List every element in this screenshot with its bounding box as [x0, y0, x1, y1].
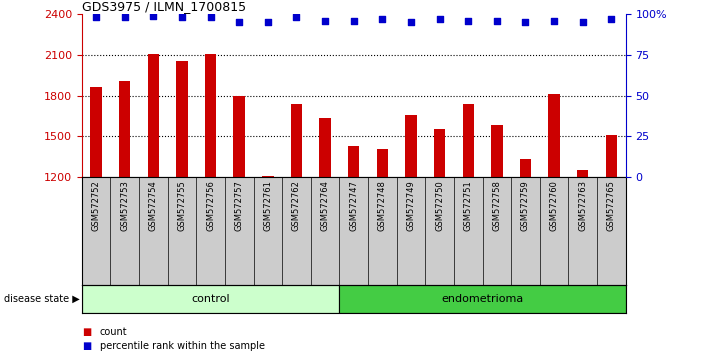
Text: GSM572756: GSM572756 — [206, 180, 215, 231]
Point — [119, 15, 130, 20]
Point — [577, 19, 589, 25]
Bar — [606, 135, 617, 177]
Point — [90, 15, 102, 20]
Text: endometrioma: endometrioma — [442, 294, 524, 304]
Text: percentile rank within the sample: percentile rank within the sample — [100, 341, 264, 351]
Text: GSM572757: GSM572757 — [235, 180, 244, 231]
Text: disease state ▶: disease state ▶ — [4, 294, 80, 304]
Bar — [148, 54, 159, 177]
Point — [434, 16, 445, 22]
Point — [176, 15, 188, 20]
Text: count: count — [100, 327, 127, 337]
Text: GSM572761: GSM572761 — [263, 180, 272, 231]
Point — [377, 16, 388, 22]
Bar — [233, 96, 245, 177]
Text: GDS3975 / ILMN_1700815: GDS3975 / ILMN_1700815 — [82, 0, 246, 13]
Bar — [548, 94, 560, 177]
Point — [491, 18, 503, 23]
Bar — [577, 170, 589, 177]
Bar — [348, 146, 360, 177]
Bar — [291, 104, 302, 177]
Bar — [434, 129, 445, 177]
Point — [262, 19, 274, 25]
Bar — [377, 149, 388, 177]
Bar — [82, 285, 339, 313]
Text: ■: ■ — [82, 341, 91, 351]
Text: GSM572760: GSM572760 — [550, 180, 559, 231]
Bar — [319, 118, 331, 177]
Text: GSM572751: GSM572751 — [464, 180, 473, 231]
Text: GSM572754: GSM572754 — [149, 180, 158, 231]
Bar — [176, 61, 188, 177]
Text: control: control — [191, 294, 230, 304]
Text: GSM572749: GSM572749 — [407, 180, 415, 231]
Text: GSM572752: GSM572752 — [92, 180, 100, 231]
Bar — [90, 87, 102, 177]
Text: GSM572755: GSM572755 — [178, 180, 186, 231]
Point — [348, 18, 359, 23]
Bar — [405, 115, 417, 177]
Text: GSM572763: GSM572763 — [578, 180, 587, 231]
Text: GSM572765: GSM572765 — [607, 180, 616, 231]
Text: GSM572748: GSM572748 — [378, 180, 387, 231]
Point — [463, 18, 474, 23]
Text: ■: ■ — [82, 327, 91, 337]
Point — [606, 16, 617, 22]
Text: GSM572747: GSM572747 — [349, 180, 358, 231]
Bar — [339, 285, 626, 313]
Bar — [462, 104, 474, 177]
Text: GSM572750: GSM572750 — [435, 180, 444, 231]
Text: GSM572759: GSM572759 — [521, 180, 530, 231]
Point — [148, 13, 159, 19]
Bar — [491, 125, 503, 177]
Point — [319, 18, 331, 23]
Point — [233, 19, 245, 25]
Point — [291, 15, 302, 20]
Bar — [520, 159, 531, 177]
Bar — [205, 54, 216, 177]
Point — [520, 19, 531, 25]
Text: GSM572764: GSM572764 — [321, 180, 330, 231]
Point — [205, 15, 216, 20]
Bar — [262, 176, 274, 177]
Text: GSM572753: GSM572753 — [120, 180, 129, 231]
Bar — [119, 81, 130, 177]
Point — [548, 18, 560, 23]
Text: GSM572762: GSM572762 — [292, 180, 301, 231]
Text: GSM572758: GSM572758 — [492, 180, 501, 231]
Point — [405, 19, 417, 25]
